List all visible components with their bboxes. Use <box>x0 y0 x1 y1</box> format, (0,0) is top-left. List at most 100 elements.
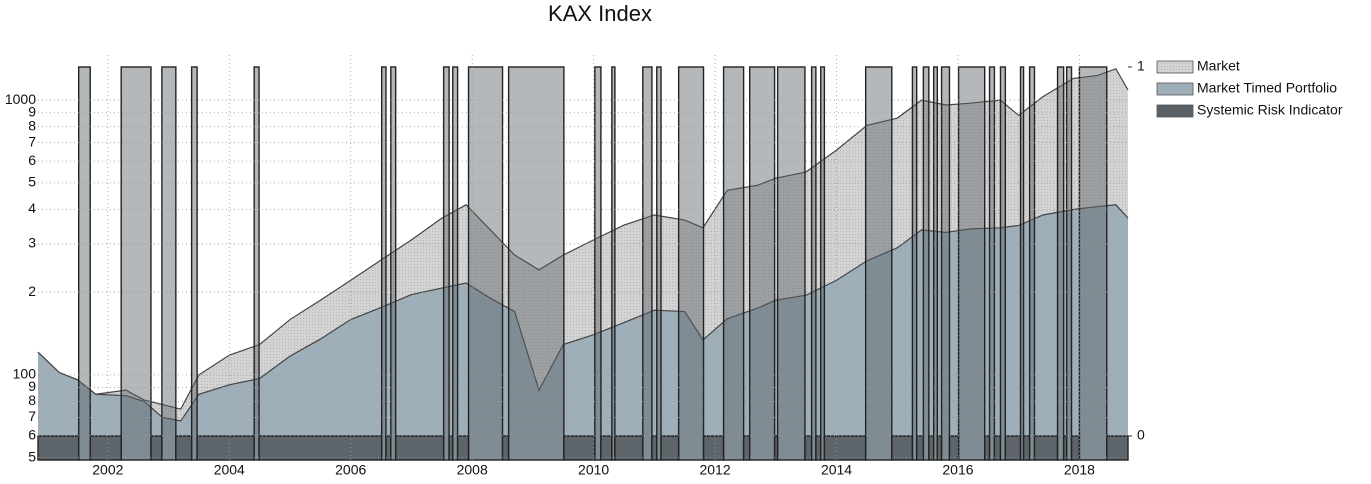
indicator-segment <box>161 66 177 461</box>
indicator-segment <box>614 435 644 461</box>
indicator-segment <box>776 66 806 461</box>
y-tick-label: 6 <box>28 152 36 168</box>
indicator-segment <box>563 435 596 461</box>
indicator-segment <box>1065 66 1073 461</box>
indicator-segment <box>660 435 680 461</box>
x-tick-label: 2018 <box>1064 462 1095 478</box>
indicator-segment <box>467 66 504 461</box>
indicator-segment <box>983 435 991 461</box>
indicator-segment <box>611 66 616 461</box>
x-tick-label: 2014 <box>821 462 852 478</box>
y2-tick-label: 0 <box>1137 427 1145 443</box>
indicator-segment <box>948 435 960 461</box>
indicator-segment <box>507 66 565 461</box>
indicator-segment <box>37 435 80 461</box>
indicator-segment <box>891 435 914 461</box>
y-tick-label: 7 <box>28 133 36 149</box>
indicator-segment <box>442 66 450 461</box>
indicator-segment <box>864 66 893 461</box>
indicator-segment <box>77 66 91 461</box>
indicator-segment <box>190 66 198 461</box>
indicator-segment <box>642 66 653 461</box>
indicator-segment <box>993 435 1002 461</box>
indicator-segment <box>940 66 951 461</box>
indicator-segment <box>677 66 705 461</box>
indicator-segment <box>922 66 930 461</box>
x-tick-label: 2008 <box>457 462 488 478</box>
indicator-segment <box>911 66 918 461</box>
indicator-segment <box>651 435 658 461</box>
y2-tick-label: 1 <box>1137 58 1145 74</box>
indicator-segment <box>390 66 397 461</box>
indicator-segment <box>815 435 822 461</box>
y-tick-label: 5 <box>28 448 36 464</box>
x-tick-label: 2006 <box>335 462 366 478</box>
indicator-segment <box>1028 66 1036 461</box>
indicator-segment <box>1019 66 1025 461</box>
indicator-segment <box>1022 435 1031 461</box>
y-tick-label: 1000 <box>5 91 36 107</box>
indicator-segment <box>394 435 445 461</box>
indicator-segment <box>1056 66 1065 461</box>
indicator-segment <box>999 66 1007 461</box>
y-tick-label: 8 <box>28 117 36 133</box>
indicator-segment <box>1004 435 1022 461</box>
indicator-segment <box>600 435 613 461</box>
y-tick-label: 8 <box>28 392 36 408</box>
line <box>37 204 1129 422</box>
y-tick-label: 9 <box>28 103 36 119</box>
indicator-segment <box>385 435 392 461</box>
y-tick-label: 5 <box>28 174 36 190</box>
indicator-segment <box>456 435 470 461</box>
indicator-segment <box>150 435 163 461</box>
y-tick-label: 6 <box>28 427 36 443</box>
indicator-segment <box>820 66 826 461</box>
indicator-segment <box>804 435 813 461</box>
indicator-segment <box>196 435 255 461</box>
indicator-segment <box>253 66 260 461</box>
y-tick-label: 9 <box>28 378 36 394</box>
indicator-segment <box>380 66 387 461</box>
indicator-segment <box>932 66 939 461</box>
indicator-segment <box>594 66 602 461</box>
x-tick-label: 2004 <box>214 462 245 478</box>
indicator-segment <box>915 435 925 461</box>
indicator-segment <box>1033 435 1059 461</box>
indicator-segment <box>988 66 996 461</box>
legend-swatch <box>1156 104 1194 118</box>
x-tick-label: 2010 <box>578 462 609 478</box>
y-tick-label: 100 <box>13 366 37 382</box>
indicator-segment <box>1070 435 1081 461</box>
indicator-segment <box>452 66 459 461</box>
x-tick-label: 2012 <box>699 462 730 478</box>
indicator-segment <box>1106 435 1129 461</box>
legend-label: Systemic Risk Indicator <box>1197 102 1343 118</box>
indicator-segment <box>722 66 745 461</box>
x-tick-label: 2002 <box>92 462 123 478</box>
indicator-segment <box>120 66 152 461</box>
legend-label: Market <box>1197 58 1240 74</box>
legend-label: Market Timed Portfolio <box>1197 80 1337 96</box>
indicator-segment <box>957 66 986 461</box>
indicator-segment <box>1078 66 1108 461</box>
indicator-segment <box>928 435 935 461</box>
indicator-segment <box>823 435 867 461</box>
indicator-segment <box>258 435 383 461</box>
legend-swatch <box>1156 82 1194 96</box>
indicator-segment <box>742 435 751 461</box>
indicator-segment <box>501 435 510 461</box>
chart-title: KAX Index <box>548 1 652 26</box>
indicator-segment <box>175 435 193 461</box>
indicator-segment <box>748 66 776 461</box>
indicator-segment <box>702 435 725 461</box>
y-tick-label: 3 <box>28 235 36 251</box>
indicator-segment <box>89 435 122 461</box>
indicator-segment <box>656 66 662 461</box>
x-tick-label: 2016 <box>942 462 973 478</box>
line <box>37 68 1129 410</box>
y-tick-label: 4 <box>28 200 36 216</box>
y-tick-label: 7 <box>28 408 36 424</box>
indicator-segment <box>810 66 817 461</box>
